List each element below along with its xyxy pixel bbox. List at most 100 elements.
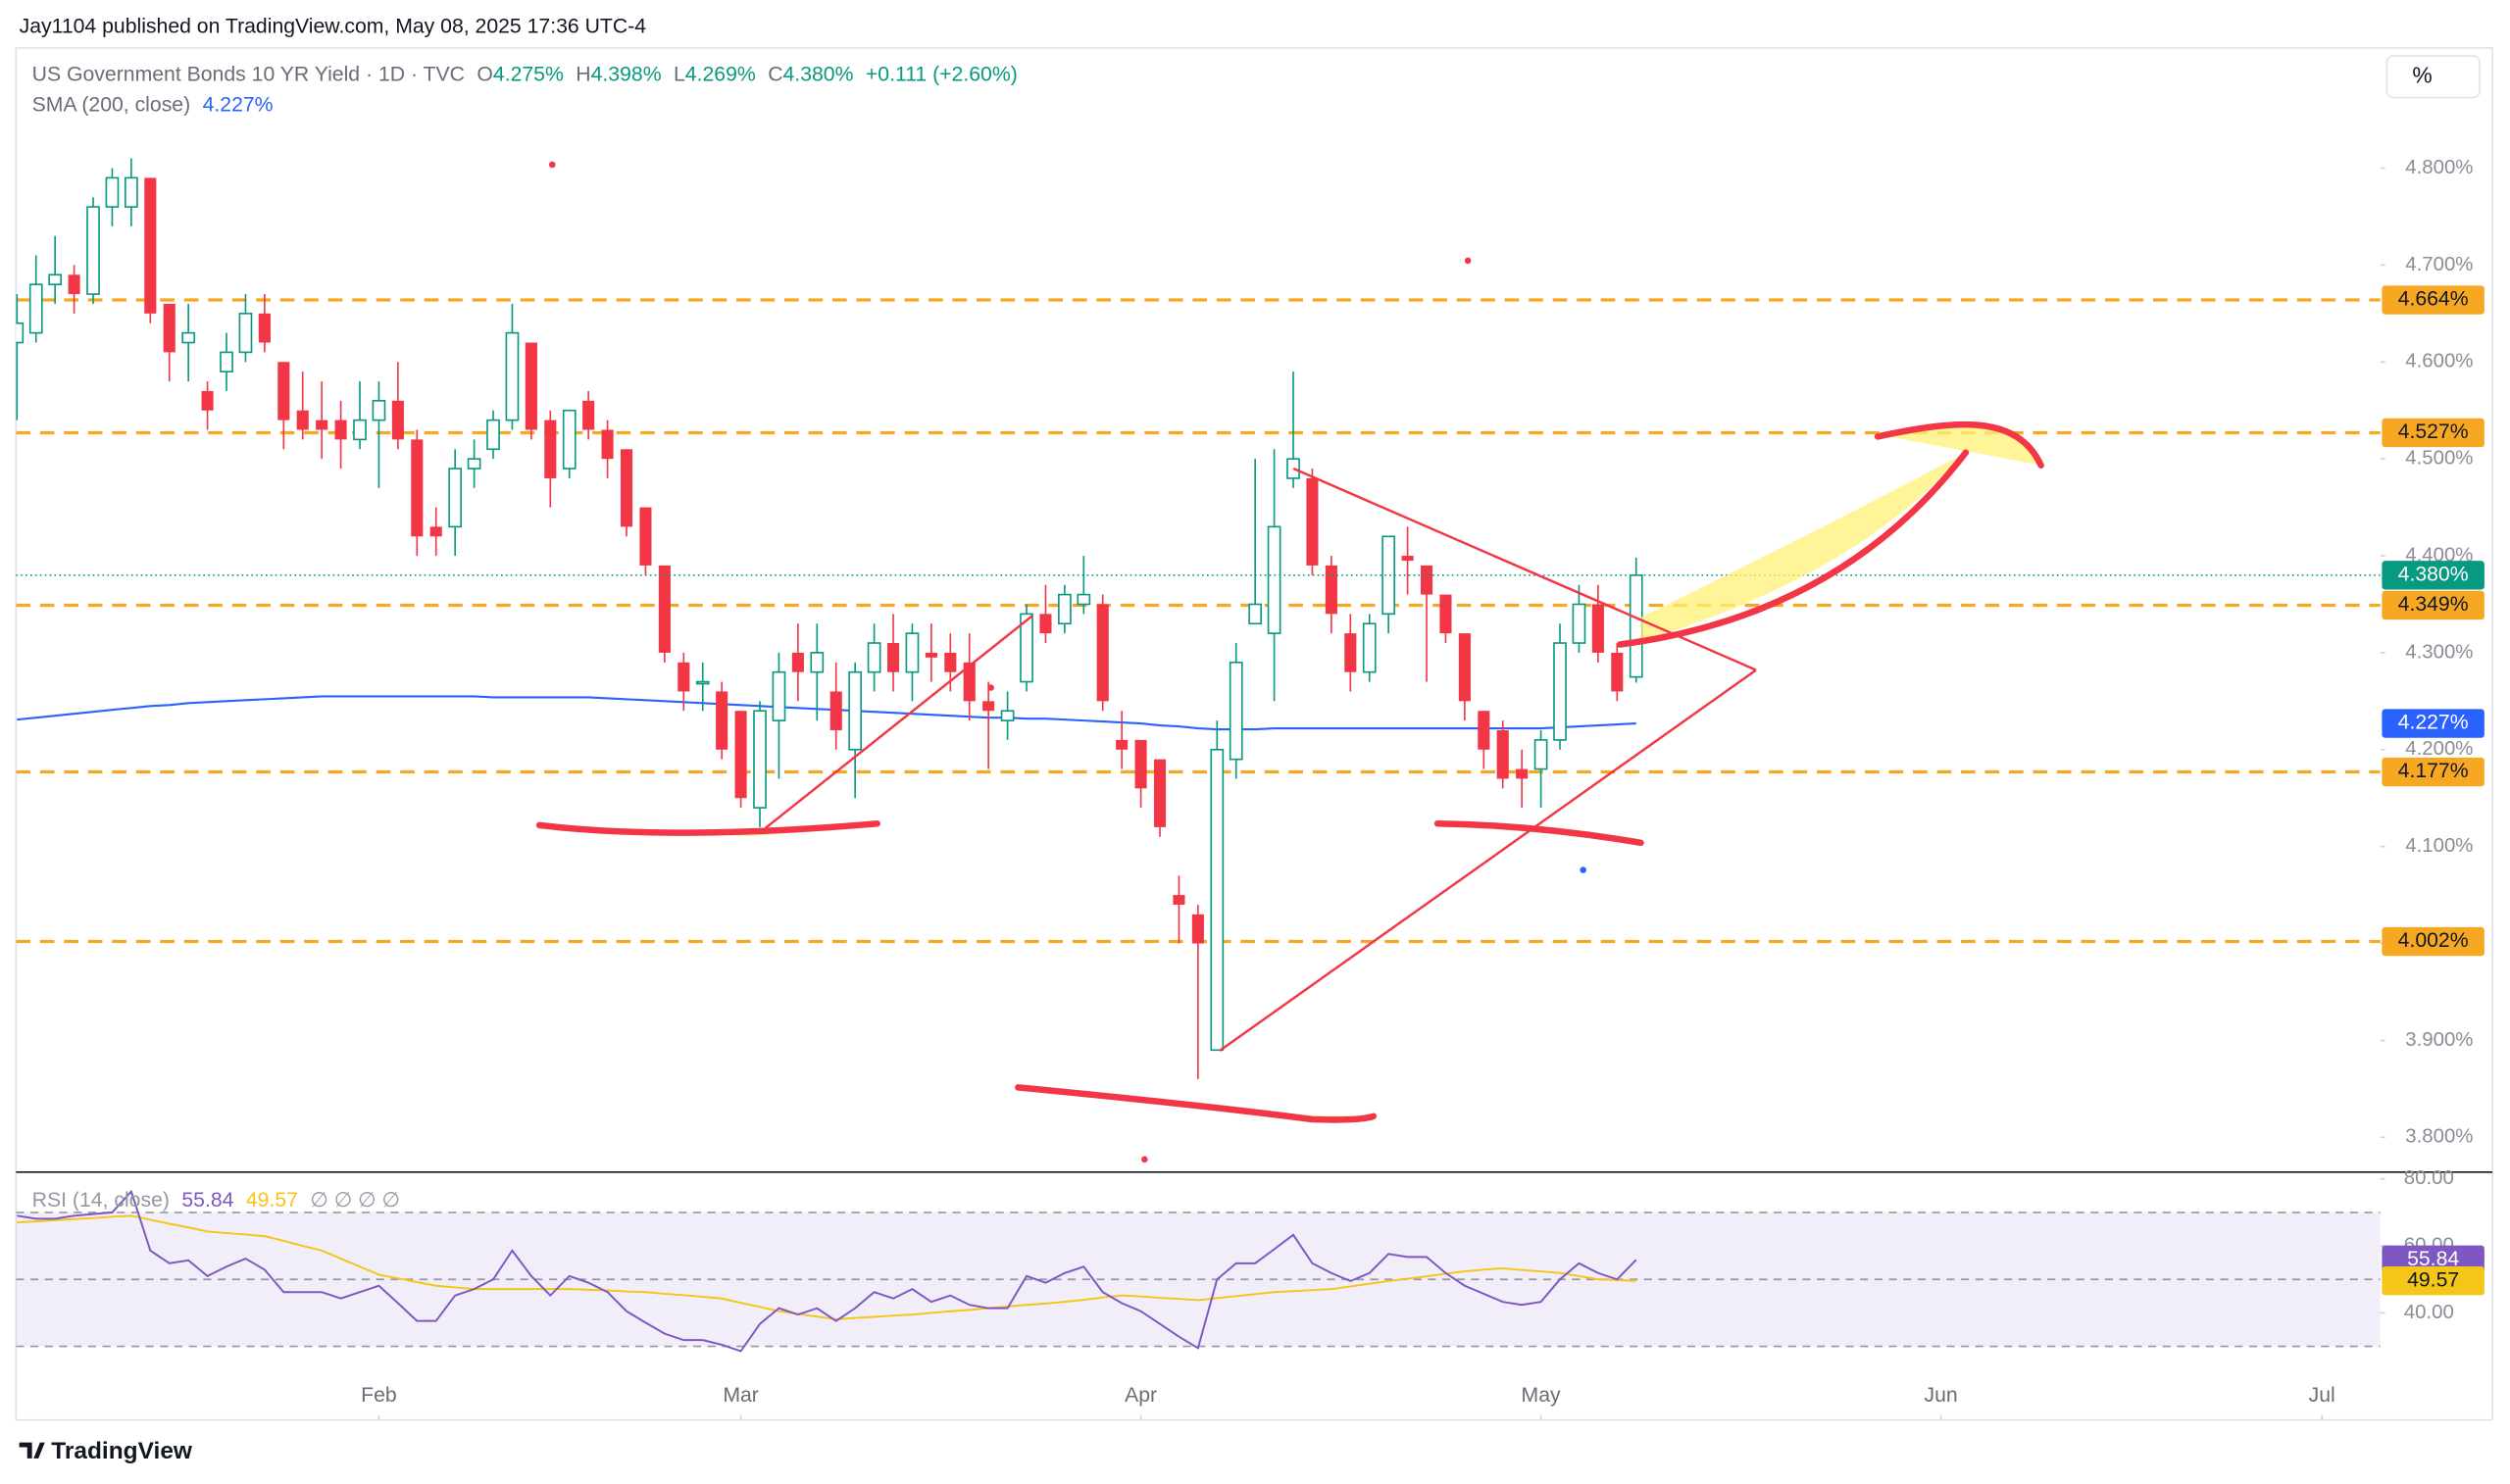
trendline [1219, 668, 1757, 1052]
level-label-bg [2382, 590, 2485, 620]
legend-sma: SMA (200, close) 4.227% [32, 93, 274, 116]
y-tick-label: 3.900% [2405, 1029, 2473, 1051]
candle-body [429, 526, 442, 537]
last-price-label: 4.380% [2398, 563, 2469, 585]
support-mark [1015, 1084, 1378, 1123]
candle-body [1458, 633, 1471, 702]
candle-body [1134, 739, 1147, 789]
candle-body [467, 458, 481, 470]
dot [987, 684, 994, 691]
y-tick-label: 4.200% [2405, 738, 2473, 760]
y-tick-label: 4.100% [2405, 835, 2473, 857]
y-tick-label: 4.500% [2405, 448, 2473, 470]
candle-body [678, 662, 690, 692]
candle-body [1496, 730, 1509, 779]
candle-body [1173, 895, 1185, 905]
y-tick-label: 4.700% [2405, 254, 2473, 275]
candle-body [1420, 565, 1433, 595]
candle-body [144, 177, 157, 314]
price-pane [16, 158, 2381, 1079]
candle-body [505, 331, 520, 421]
x-tick-label: May [1522, 1384, 1561, 1407]
legend-title: US Government Bonds 10 YR Yield · 1D · T… [32, 63, 465, 85]
candle-body [982, 701, 995, 712]
candle-body [658, 565, 671, 653]
candle-body [86, 206, 100, 295]
candle-body [105, 176, 120, 208]
dot [1580, 866, 1586, 873]
candle-body [16, 322, 25, 344]
candle-body [1210, 748, 1225, 1052]
rsi-y-tick-label: 40.00 [2404, 1302, 2454, 1323]
candle-body [1000, 710, 1015, 721]
drawings [535, 161, 2044, 1163]
legend-key: H [576, 63, 590, 85]
level-label-bg [2382, 285, 2485, 315]
candle-body [1325, 565, 1337, 615]
candle-body [1401, 556, 1414, 561]
level-label: 4.527% [2398, 420, 2469, 443]
candle-body [277, 362, 290, 420]
candle-body [753, 710, 767, 809]
candle-body [944, 652, 957, 672]
candle-body [1229, 661, 1243, 761]
support-mark [535, 819, 880, 836]
candle-body [181, 331, 196, 344]
candle-body [1516, 768, 1529, 779]
candle-body [848, 670, 863, 751]
candle-body [1039, 614, 1052, 634]
sma-label: 4.227% [2398, 712, 2469, 734]
x-tick-label: Apr [1125, 1384, 1157, 1407]
candle-body [448, 468, 463, 528]
candle-body [1381, 535, 1396, 616]
candle-body [220, 351, 233, 372]
legend-key: C [768, 63, 782, 85]
candle-body [772, 670, 786, 721]
candle-body [1439, 594, 1452, 634]
candle-body [925, 652, 937, 658]
dot [1141, 1156, 1148, 1163]
candle-body [486, 419, 500, 451]
projection-mark [1616, 449, 1970, 648]
candle-body [1553, 642, 1567, 741]
candle-body [1533, 739, 1548, 770]
y-tick-label: 4.600% [2405, 351, 2473, 372]
brand-logo [19, 1442, 45, 1459]
candle-body [391, 400, 404, 440]
legend-value: 4.398% [591, 63, 662, 85]
rsi-line [17, 1189, 1637, 1353]
sma-label-bg [2382, 709, 2485, 738]
y-tick-label: 4.800% [2405, 157, 2473, 178]
candle-body [562, 409, 577, 470]
candle-body [1248, 603, 1263, 625]
support-mark [1433, 819, 1644, 847]
candle-body [1286, 458, 1300, 479]
x-tick-label: Jul [2309, 1384, 2335, 1407]
candle-body [886, 643, 900, 672]
candle-body [1077, 593, 1091, 606]
candle-body [258, 313, 271, 343]
scale-button-label[interactable]: % [2412, 62, 2432, 87]
candle-body [125, 176, 138, 208]
legend-value: 4.269% [685, 63, 756, 85]
level-label: 4.664% [2398, 288, 2469, 311]
legend-value: 4.380% [783, 63, 854, 85]
brand-name: TradingView [51, 1438, 193, 1464]
candle-body [810, 652, 825, 673]
legend-key: O [477, 63, 493, 85]
dot [1464, 257, 1472, 265]
candle-body [1362, 622, 1377, 673]
candle-body [1096, 604, 1109, 702]
candle-body [639, 507, 652, 566]
scale-button[interactable] [2385, 55, 2481, 99]
sma-line [17, 695, 1636, 731]
candle-body [620, 449, 633, 527]
sma-value: 4.227% [203, 93, 274, 116]
candle-body [1058, 593, 1072, 625]
y-tick-label: 4.300% [2405, 641, 2473, 663]
candle-body [163, 303, 176, 353]
x-tick-label: Jun [1924, 1384, 1957, 1407]
